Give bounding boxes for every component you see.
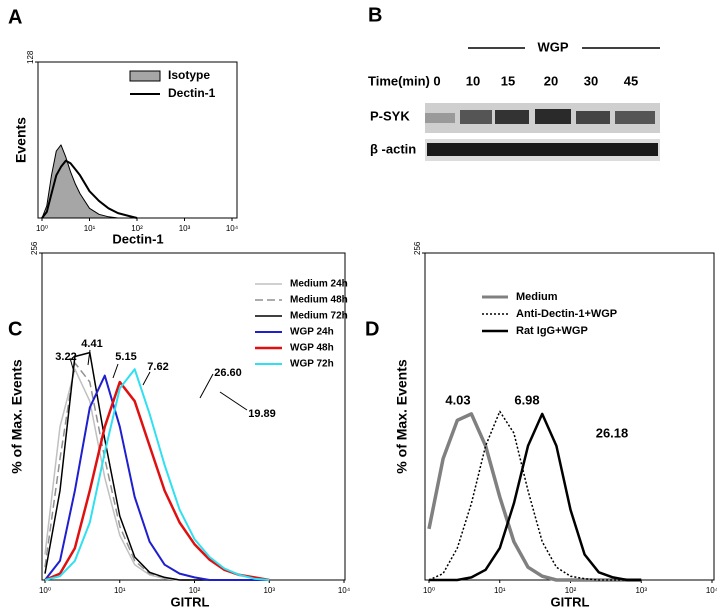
panel-label: D: [365, 318, 379, 340]
legend-label: Dectin-1: [168, 86, 216, 100]
annotation-leader: [112, 363, 119, 379]
time: 0: [433, 73, 440, 88]
blot-band: [576, 111, 610, 124]
legend-swatch: [129, 70, 161, 82]
x-tick-label: 10³: [263, 586, 275, 595]
legend-label: Anti-Dectin-1+WGP: [516, 308, 617, 320]
blot-band: [460, 110, 492, 124]
x-tick-label: 10⁰: [36, 224, 48, 233]
x-tick-label: 10¹: [84, 224, 96, 233]
time: 20: [544, 73, 558, 88]
panel-label: A: [8, 6, 22, 28]
annotation-leader: [219, 391, 248, 411]
row-label: β -actin: [370, 141, 416, 156]
x-tick-label: 10¹: [494, 586, 506, 595]
y-axis-label: % of Max. Events: [9, 359, 25, 474]
annotation-leader: [69, 357, 75, 373]
time: 45: [624, 73, 638, 88]
y-tick-label: 256: [413, 241, 422, 255]
x-tick-label: 10²: [565, 586, 577, 595]
curve: [41, 159, 138, 219]
blot-band: [615, 111, 655, 124]
y-axis-label: Events: [13, 117, 29, 163]
curve: [428, 410, 642, 581]
legend-label: Medium 48h: [290, 295, 348, 306]
blot-band: [495, 110, 529, 124]
curve: [427, 412, 642, 582]
legend-label: Medium 24h: [290, 279, 348, 290]
row-label: P-SYK: [370, 108, 410, 123]
x-tick-label: 10⁰: [423, 586, 435, 595]
legend-label: WGP 72h: [290, 359, 334, 370]
annotation-leader: [142, 371, 151, 386]
annotation: 5.15: [115, 351, 136, 363]
y-tick-label: 256: [30, 241, 39, 255]
annotation: 4.41: [81, 338, 102, 350]
legend-label: WGP 48h: [290, 343, 334, 354]
x-axis-label: GITRL: [171, 594, 210, 609]
x-tick-label: 10³: [635, 586, 647, 595]
legend-label: Isotype: [168, 68, 210, 82]
annotation: 6.98: [514, 392, 539, 407]
legend-label: Rat IgG+WGP: [516, 325, 588, 337]
blot-band: [535, 109, 571, 124]
curve: [41, 144, 138, 219]
panel-label: B: [368, 4, 382, 26]
time-label: Time(min): [368, 73, 430, 88]
legend-label: Medium 72h: [290, 311, 348, 322]
treatment-label: WGP: [537, 39, 568, 54]
blot-band: [427, 143, 658, 156]
y-axis-label: % of Max. Events: [394, 359, 410, 474]
y-tick-label: 128: [26, 50, 35, 64]
x-tick-label: 10⁴: [226, 224, 239, 233]
time: 10: [466, 73, 480, 88]
curve: [429, 412, 642, 582]
x-axis-label: Dectin-1: [112, 231, 163, 246]
blot-band: [425, 113, 455, 123]
annotation: 3.22: [55, 351, 76, 363]
annotation: 4.03: [445, 392, 470, 407]
panel-label: C: [8, 318, 22, 340]
x-tick-label: 10⁴: [338, 586, 351, 595]
x-tick-label: 10⁴: [706, 586, 717, 595]
annotation: 19.89: [248, 408, 276, 420]
annotation: 26.60: [214, 367, 242, 379]
x-tick-label: 10²: [189, 586, 201, 595]
x-tick-label: 10²: [131, 224, 143, 233]
annotation: 26.18: [596, 425, 629, 440]
curve: [44, 374, 270, 581]
x-tick-label: 10⁰: [39, 586, 51, 595]
curve: [44, 368, 270, 581]
time: 30: [584, 73, 598, 88]
annotation: 7.62: [147, 361, 168, 373]
legend-label: Medium: [516, 291, 558, 303]
x-tick-label: 10³: [179, 224, 191, 233]
legend-label: WGP 24h: [290, 327, 334, 338]
x-axis-label: GITRL: [551, 594, 590, 609]
time: 15: [501, 73, 515, 88]
annotation-leader: [87, 349, 91, 366]
annotation-leader: [199, 373, 214, 399]
x-tick-label: 10¹: [114, 586, 126, 595]
